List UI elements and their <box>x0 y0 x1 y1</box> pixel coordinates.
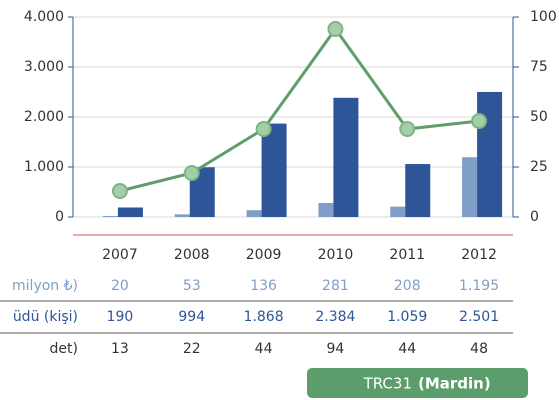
table-value: 136 <box>250 278 277 294</box>
table-value: 190 <box>107 309 134 325</box>
marker <box>399 121 416 137</box>
table-value: 20 <box>111 278 129 294</box>
y-tick-label: 1.000 <box>24 159 64 175</box>
table-value: 208 <box>394 278 421 294</box>
table-value: 13 <box>111 341 129 357</box>
row-label: üdü (kişi) <box>13 309 78 325</box>
bar <box>405 164 431 217</box>
badge-code: TRC31 <box>363 375 412 393</box>
marker <box>255 121 272 137</box>
table-value: 1.059 <box>387 309 427 325</box>
bar <box>390 206 406 217</box>
table-value: 994 <box>178 309 205 325</box>
x-tick-label: 2012 <box>461 247 497 263</box>
table-value: 44 <box>255 341 273 357</box>
line <box>119 26 480 193</box>
table-value: 281 <box>322 278 349 294</box>
y2-tick-label: 100 <box>530 9 557 25</box>
table-value: 53 <box>183 278 201 294</box>
badge <box>307 368 528 398</box>
table-value: 2.501 <box>459 309 499 325</box>
x-tick-label: 2007 <box>102 247 138 263</box>
table-value: 48 <box>470 341 488 357</box>
table-value: 1.868 <box>244 309 284 325</box>
bar <box>261 123 287 217</box>
x-tick-label: 2011 <box>389 247 425 263</box>
table-value: 22 <box>183 341 201 357</box>
bar <box>477 91 503 217</box>
y2-tick-label: 0 <box>530 209 539 225</box>
y-tick-label: 3.000 <box>24 59 64 75</box>
y2-tick-label: 25 <box>530 159 548 175</box>
x-tick-label: 2009 <box>246 247 282 263</box>
bar <box>318 202 334 217</box>
table-value: 94 <box>327 341 345 357</box>
bar <box>174 214 190 217</box>
marker <box>327 21 344 37</box>
bar <box>102 216 118 217</box>
x-tick-label: 2008 <box>174 247 210 263</box>
y-tick-label: 2.000 <box>24 109 64 125</box>
y-tick-label: 0 <box>55 209 64 225</box>
bar <box>246 210 262 217</box>
x-tick-label: 2010 <box>318 247 354 263</box>
y2-tick-label: 75 <box>530 59 548 75</box>
y2-tick-label: 50 <box>530 109 548 125</box>
bar <box>462 157 478 217</box>
table-value: 1.195 <box>459 278 499 294</box>
row-label: det) <box>50 341 78 357</box>
bar <box>333 97 359 217</box>
table-value: 2.384 <box>315 309 355 325</box>
marker <box>111 183 128 199</box>
row-label: milyon ₺) <box>12 278 78 294</box>
marker <box>471 113 488 129</box>
badge-name: (Mardin) <box>418 375 491 393</box>
marker <box>183 165 200 181</box>
bar <box>117 207 143 217</box>
y-tick-label: 4.000 <box>24 9 64 25</box>
table-value: 44 <box>398 341 416 357</box>
